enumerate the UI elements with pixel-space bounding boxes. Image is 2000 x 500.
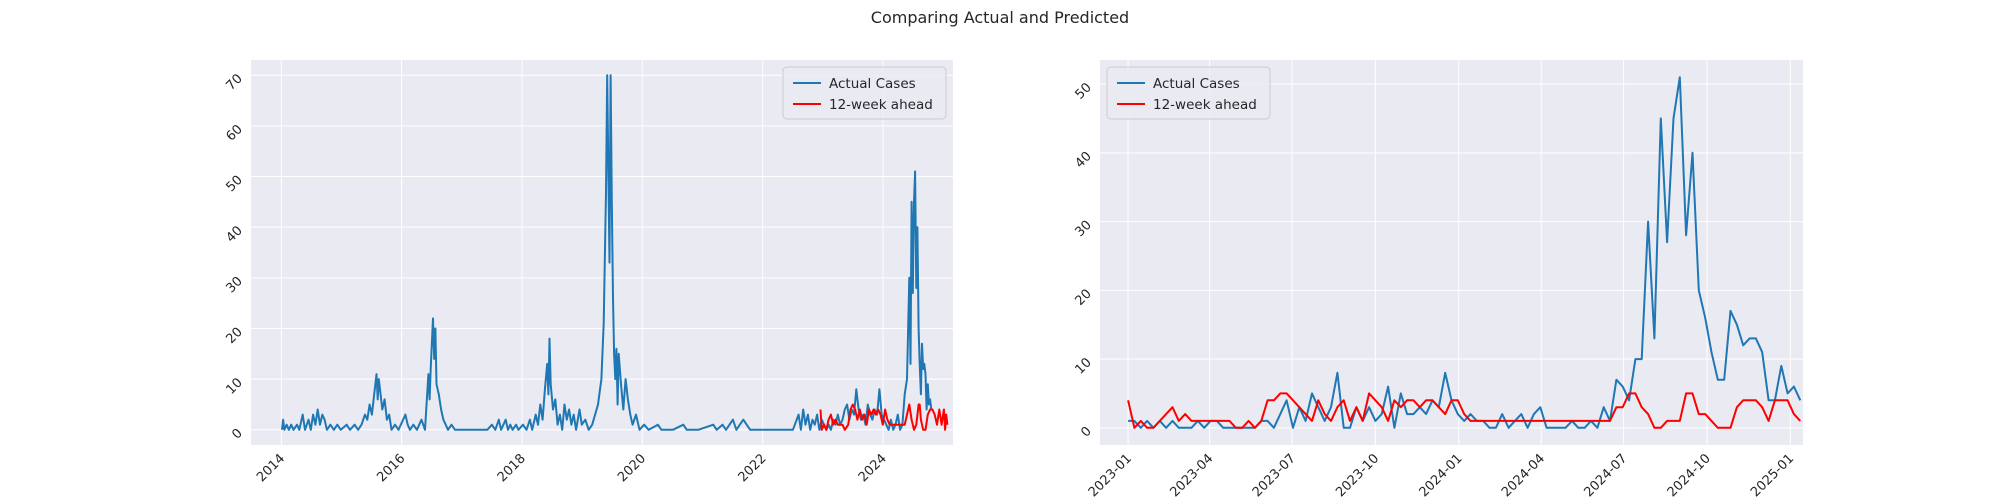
y-tick-label: 20 xyxy=(1073,287,1095,309)
x-tick-label: 2016 xyxy=(374,451,408,485)
x-tick-label: 2014 xyxy=(254,451,288,485)
series-line-actual-cases xyxy=(281,74,933,431)
y-tick-label: 70 xyxy=(224,71,246,93)
legend-label: 12-week ahead xyxy=(1153,97,1257,113)
x-tick-label: 2024-04 xyxy=(1499,451,1548,500)
legend-label: 12-week ahead xyxy=(829,97,933,113)
y-tick-label: 20 xyxy=(224,325,246,347)
legend-label: Actual Cases xyxy=(829,76,916,92)
x-tick-label: 2023-01 xyxy=(1086,451,1135,500)
x-tick-label: 2023-10 xyxy=(1333,451,1382,500)
chart-panel-1: 2014 2016 2018 2020 2022 2024 0 10 20 30 40 50 60 70 A… xyxy=(224,60,953,485)
x-tick-label: 2018 xyxy=(495,451,529,485)
y-tick-label: 10 xyxy=(224,375,246,397)
x-tick-label: 2022 xyxy=(736,451,770,485)
x-tick-label: 2024-10 xyxy=(1665,451,1714,500)
y-tick-label: 30 xyxy=(1073,218,1095,240)
x-tick-label: 2020 xyxy=(615,451,649,485)
y-tick-label: 0 xyxy=(229,426,245,442)
series-line-12-week-ahead xyxy=(1127,392,1802,429)
x-tick-label: 2024 xyxy=(856,451,890,485)
series-line-12-week-ahead xyxy=(819,403,949,431)
legend-box xyxy=(1106,66,1271,120)
x-tick-label: 2023-04 xyxy=(1167,451,1216,500)
y-tick-label: 40 xyxy=(1073,149,1095,171)
x-tick-label: 2024-07 xyxy=(1581,451,1630,500)
y-tick-label: 50 xyxy=(1073,80,1095,102)
legend-label: Actual Cases xyxy=(1153,76,1240,92)
y-tick-label: 60 xyxy=(224,122,246,144)
y-tick-label: 10 xyxy=(1073,355,1095,377)
legend-box xyxy=(782,66,947,120)
y-tick-label: 40 xyxy=(224,223,246,245)
x-tick-label: 2023-07 xyxy=(1250,451,1299,500)
y-tick-label: 0 xyxy=(1078,424,1094,440)
x-tick-label: 2025-01 xyxy=(1748,451,1797,500)
y-tick-label: 30 xyxy=(224,274,246,296)
legend: Actual Cases 12-week ahead xyxy=(782,66,947,120)
plot-area xyxy=(1100,60,1803,445)
y-tick-label: 50 xyxy=(224,173,246,195)
x-tick-label: 2024-01 xyxy=(1417,451,1466,500)
legend: Actual Cases 12-week ahead xyxy=(1106,66,1271,120)
chart-panel-2: 2023-01 2023-04 2023-07 2023-10 2024-01 2024-… xyxy=(1073,60,1803,500)
figure-title: Comparing Actual and Predicted xyxy=(870,8,1130,27)
